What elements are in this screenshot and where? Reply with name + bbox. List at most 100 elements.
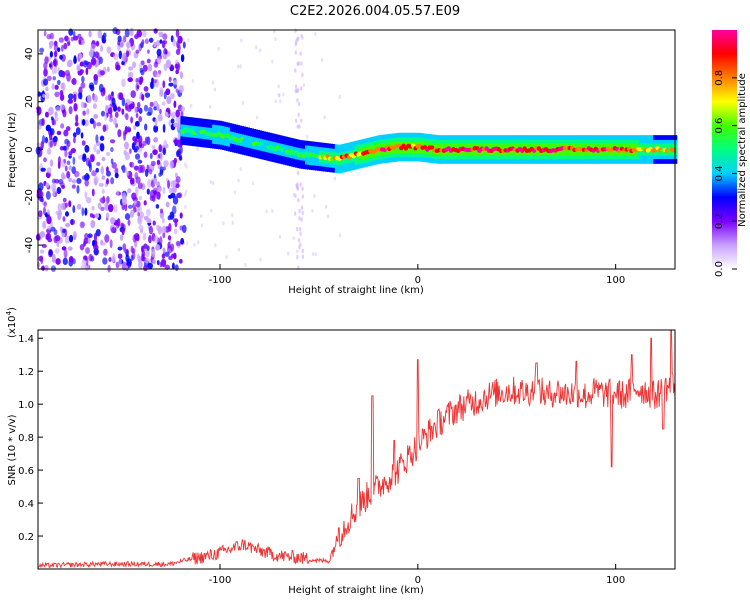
ridge-core: [672, 148, 677, 153]
faint-speckle: [311, 251, 315, 256]
noise-speckle: [41, 118, 45, 126]
noise-speckle: [175, 150, 180, 158]
noise-speckle: [76, 203, 82, 210]
noise-speckle: [91, 188, 95, 197]
noise-speckle: [108, 117, 114, 123]
faint-speckle: [231, 220, 234, 225]
faint-speckle: [183, 162, 187, 167]
noise-speckle: [55, 258, 61, 265]
noise-speckle: [156, 186, 162, 193]
faint-speckle: [338, 233, 342, 238]
noise-speckle: [173, 100, 177, 108]
noise-speckle: [64, 165, 68, 172]
noise-speckle: [70, 218, 74, 226]
noise-speckle: [48, 106, 54, 116]
noise-speckle: [149, 152, 153, 160]
faint-speckle: [277, 93, 281, 98]
noise-speckle: [130, 254, 134, 262]
noise-speckle: [52, 187, 56, 197]
noise-speckle: [78, 39, 82, 45]
noise-speckle: [153, 28, 158, 34]
noise-speckle: [53, 58, 58, 68]
noise-speckle: [56, 186, 62, 195]
noise-speckle: [162, 147, 167, 156]
streak-speckle: [298, 208, 301, 214]
noise-speckle: [44, 56, 49, 64]
noise-speckle: [54, 116, 59, 122]
noise-speckle: [66, 170, 71, 179]
noise-speckle: [80, 132, 84, 139]
faint-speckle: [211, 80, 215, 85]
noise-speckle: [143, 243, 148, 249]
noise-speckle: [162, 186, 166, 195]
noise-speckle: [46, 33, 52, 40]
snr-ylabel: SNR (10 * v/v): [7, 414, 18, 485]
noise-speckle: [60, 82, 65, 90]
faint-speckle: [271, 59, 274, 64]
noise-speckle: [172, 218, 179, 223]
noise-speckle: [67, 246, 73, 251]
noise-speckle: [146, 188, 150, 195]
noise-speckle: [68, 256, 74, 263]
noise-speckle: [127, 77, 133, 83]
faint-speckle: [237, 178, 240, 183]
noise-speckle: [175, 109, 181, 118]
noise-speckle: [157, 225, 163, 235]
noise-speckle: [106, 46, 112, 54]
noise-speckle: [114, 172, 119, 179]
streak-speckle: [300, 205, 304, 210]
streak-speckle: [301, 254, 305, 259]
noise-speckle: [162, 123, 166, 133]
noise-speckle: [149, 101, 154, 107]
noise-speckle: [100, 197, 106, 204]
spectrogram-xtick-label: 100: [606, 275, 625, 286]
noise-speckle: [164, 251, 170, 257]
noise-speckle: [115, 261, 120, 269]
noise-speckle: [76, 185, 80, 194]
noise-speckle: [159, 166, 164, 174]
noise-speckle: [46, 75, 52, 81]
noise-speckle: [72, 30, 76, 37]
streak-speckle: [299, 51, 302, 56]
noise-speckle: [100, 166, 105, 175]
noise-speckle: [75, 127, 81, 136]
noise-speckle: [99, 70, 105, 76]
noise-speckle: [83, 174, 87, 181]
spectrogram-marks: [35, 27, 678, 273]
noise-speckle: [59, 93, 65, 102]
noise-speckle: [171, 186, 177, 194]
snr-ytick-label: 1.2: [18, 367, 34, 378]
noise-speckle: [148, 225, 154, 235]
streak-speckle: [301, 186, 304, 191]
colorbar-tick-label: 0.4: [714, 165, 725, 181]
noise-speckle: [54, 111, 58, 118]
noise-speckle: [38, 210, 43, 218]
faint-speckle: [212, 180, 215, 185]
noise-speckle: [39, 47, 45, 53]
noise-speckle: [104, 202, 110, 211]
noise-speckle: [170, 93, 175, 99]
noise-speckle: [105, 95, 109, 101]
noise-speckle: [90, 43, 96, 50]
noise-speckle: [88, 253, 94, 262]
noise-speckle: [180, 237, 185, 245]
noise-speckle: [141, 94, 145, 101]
noise-speckle: [90, 219, 96, 229]
noise-speckle: [81, 154, 87, 163]
noise-speckle: [101, 175, 106, 180]
streak-speckle: [297, 112, 300, 118]
faint-speckle: [324, 204, 328, 209]
spectrogram-ytick-label: -20: [24, 189, 35, 205]
faint-speckle: [292, 192, 296, 197]
noise-speckle: [175, 48, 181, 56]
noise-speckle: [103, 248, 108, 256]
noise-speckle: [128, 66, 134, 71]
noise-speckle: [165, 201, 170, 208]
noise-speckle: [135, 82, 140, 92]
noise-speckle: [99, 142, 105, 152]
noise-speckle: [168, 194, 173, 199]
noise-speckle: [173, 122, 178, 128]
noise-speckle: [154, 118, 158, 127]
noise-speckle: [89, 49, 94, 58]
noise-speckle: [172, 38, 176, 47]
